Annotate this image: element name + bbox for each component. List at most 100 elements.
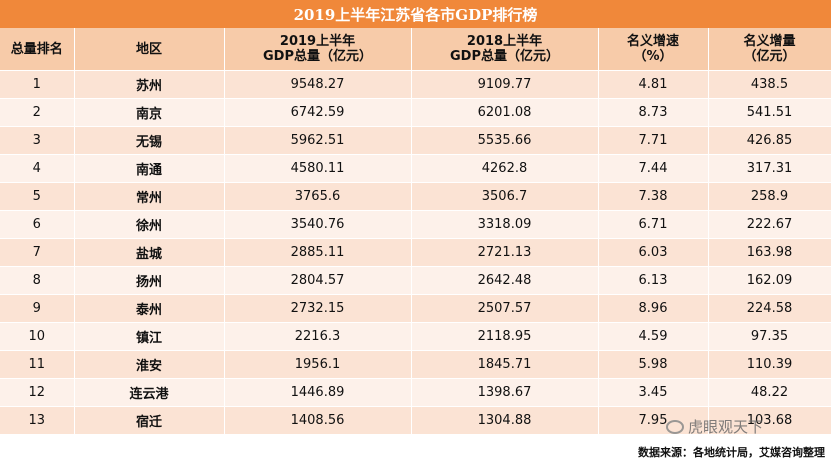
- table-row: 9 泰州 2732.15 2507.57 8.96 224.58: [0, 294, 831, 323]
- cell-growth: 7.71: [598, 126, 709, 155]
- cell-gdp-2018: 9109.77: [411, 70, 599, 99]
- cell-gdp-2019: 2804.57: [224, 266, 412, 295]
- watermark-text: 虎眼观天下: [688, 418, 764, 436]
- table-title: 2019上半年江苏省各市GDP排行榜: [0, 0, 831, 28]
- header-increase-line1: 名义增量: [743, 34, 796, 49]
- cell-city: 淮安: [74, 350, 225, 379]
- table-row: 1 苏州 9548.27 9109.77 4.81 438.5: [0, 70, 831, 99]
- header-growth-line1: 名义增速: [626, 34, 679, 49]
- cell-rank: 13: [0, 406, 75, 435]
- cell-city: 南通: [74, 154, 225, 183]
- cell-gdp-2019: 3540.76: [224, 210, 412, 239]
- cell-gdp-2018: 4262.8: [411, 154, 599, 183]
- cell-increase: 258.9: [708, 182, 831, 211]
- cell-growth: 7.38: [598, 182, 709, 211]
- table-row: 4 南通 4580.11 4262.8 7.44 317.31: [0, 154, 831, 183]
- cell-gdp-2018: 2118.95: [411, 322, 599, 351]
- cell-city: 无锡: [74, 126, 225, 155]
- cell-rank: 12: [0, 378, 75, 407]
- table-row: 11 淮安 1956.1 1845.71 5.98 110.39: [0, 350, 831, 379]
- cell-gdp-2019: 5962.51: [224, 126, 412, 155]
- cell-gdp-2018: 3318.09: [411, 210, 599, 239]
- cell-gdp-2019: 6742.59: [224, 98, 412, 127]
- header-gdp-2018-line2: GDP总量（亿元）: [450, 49, 559, 64]
- cell-gdp-2019: 1408.56: [224, 406, 412, 435]
- cell-growth: 6.03: [598, 238, 709, 267]
- cell-growth: 7.44: [598, 154, 709, 183]
- table-row: 7 盐城 2885.11 2721.13 6.03 163.98: [0, 238, 831, 267]
- cell-growth: 8.73: [598, 98, 709, 127]
- cell-rank: 6: [0, 210, 75, 239]
- cell-increase: 222.67: [708, 210, 831, 239]
- cell-gdp-2018: 2507.57: [411, 294, 599, 323]
- cell-gdp-2019: 2732.15: [224, 294, 412, 323]
- cell-city: 泰州: [74, 294, 225, 323]
- header-growth-line2: （%）: [633, 49, 673, 64]
- cell-rank: 8: [0, 266, 75, 295]
- cell-increase: 541.51: [708, 98, 831, 127]
- header-growth: 名义增速 （%）: [598, 28, 709, 71]
- cell-growth: 4.81: [598, 70, 709, 99]
- table-row: 2 南京 6742.59 6201.08 8.73 541.51: [0, 98, 831, 127]
- wechat-icon: [666, 419, 684, 434]
- cell-gdp-2018: 6201.08: [411, 98, 599, 127]
- header-gdp-2019: 2019上半年 GDP总量（亿元）: [224, 28, 412, 71]
- watermark: 虎眼观天下: [666, 416, 763, 437]
- cell-city: 宿迁: [74, 406, 225, 435]
- table-row: 8 扬州 2804.57 2642.48 6.13 162.09: [0, 266, 831, 295]
- cell-rank: 11: [0, 350, 75, 379]
- cell-rank: 4: [0, 154, 75, 183]
- cell-increase: 163.98: [708, 238, 831, 267]
- gdp-ranking-table: 总量排名 地区 2019上半年 GDP总量（亿元） 2018上半年 GDP总量（…: [0, 28, 831, 435]
- cell-rank: 10: [0, 322, 75, 351]
- cell-gdp-2018: 1398.67: [411, 378, 599, 407]
- cell-gdp-2019: 3765.6: [224, 182, 412, 211]
- data-source-note: 数据来源：各地统计局，艾媒咨询整理: [638, 446, 825, 459]
- cell-city: 徐州: [74, 210, 225, 239]
- cell-city: 连云港: [74, 378, 225, 407]
- cell-rank: 9: [0, 294, 75, 323]
- cell-growth: 5.98: [598, 350, 709, 379]
- cell-increase: 110.39: [708, 350, 831, 379]
- cell-gdp-2018: 3506.7: [411, 182, 599, 211]
- cell-gdp-2018: 2642.48: [411, 266, 599, 295]
- cell-growth: 3.45: [598, 378, 709, 407]
- cell-rank: 1: [0, 70, 75, 99]
- cell-gdp-2018: 5535.66: [411, 126, 599, 155]
- header-gdp-2018: 2018上半年 GDP总量（亿元）: [411, 28, 599, 71]
- cell-growth: 4.59: [598, 322, 709, 351]
- cell-rank: 5: [0, 182, 75, 211]
- cell-gdp-2018: 2721.13: [411, 238, 599, 267]
- header-gdp-2019-line1: 2019上半年: [279, 34, 356, 49]
- table-row: 5 常州 3765.6 3506.7 7.38 258.9: [0, 182, 831, 211]
- cell-city: 南京: [74, 98, 225, 127]
- header-row: 总量排名 地区 2019上半年 GDP总量（亿元） 2018上半年 GDP总量（…: [0, 28, 831, 71]
- table-row: 3 无锡 5962.51 5535.66 7.71 426.85: [0, 126, 831, 155]
- cell-gdp-2018: 1304.88: [411, 406, 599, 435]
- cell-city: 盐城: [74, 238, 225, 267]
- cell-city: 常州: [74, 182, 225, 211]
- header-increase-line2: （亿元）: [743, 49, 796, 64]
- cell-growth: 6.13: [598, 266, 709, 295]
- cell-gdp-2019: 1446.89: [224, 378, 412, 407]
- cell-gdp-2019: 1956.1: [224, 350, 412, 379]
- cell-growth: 6.71: [598, 210, 709, 239]
- cell-growth: 7.95: [598, 406, 709, 435]
- cell-city: 扬州: [74, 266, 225, 295]
- cell-gdp-2018: 1845.71: [411, 350, 599, 379]
- cell-gdp-2019: 2885.11: [224, 238, 412, 267]
- cell-rank: 7: [0, 238, 75, 267]
- header-gdp-2019-line2: GDP总量（亿元）: [263, 49, 372, 64]
- cell-increase: 162.09: [708, 266, 831, 295]
- cell-increase: 48.22: [708, 378, 831, 407]
- cell-increase: 224.58: [708, 294, 831, 323]
- cell-increase: 426.85: [708, 126, 831, 155]
- cell-growth: 8.96: [598, 294, 709, 323]
- cell-rank: 2: [0, 98, 75, 127]
- header-rank: 总量排名: [0, 28, 75, 71]
- cell-increase: 97.35: [708, 322, 831, 351]
- table-row: 13 宿迁 1408.56 1304.88 7.95 103.68: [0, 406, 831, 435]
- table-row: 6 徐州 3540.76 3318.09 6.71 222.67: [0, 210, 831, 239]
- cell-rank: 3: [0, 126, 75, 155]
- cell-increase: 438.5: [708, 70, 831, 99]
